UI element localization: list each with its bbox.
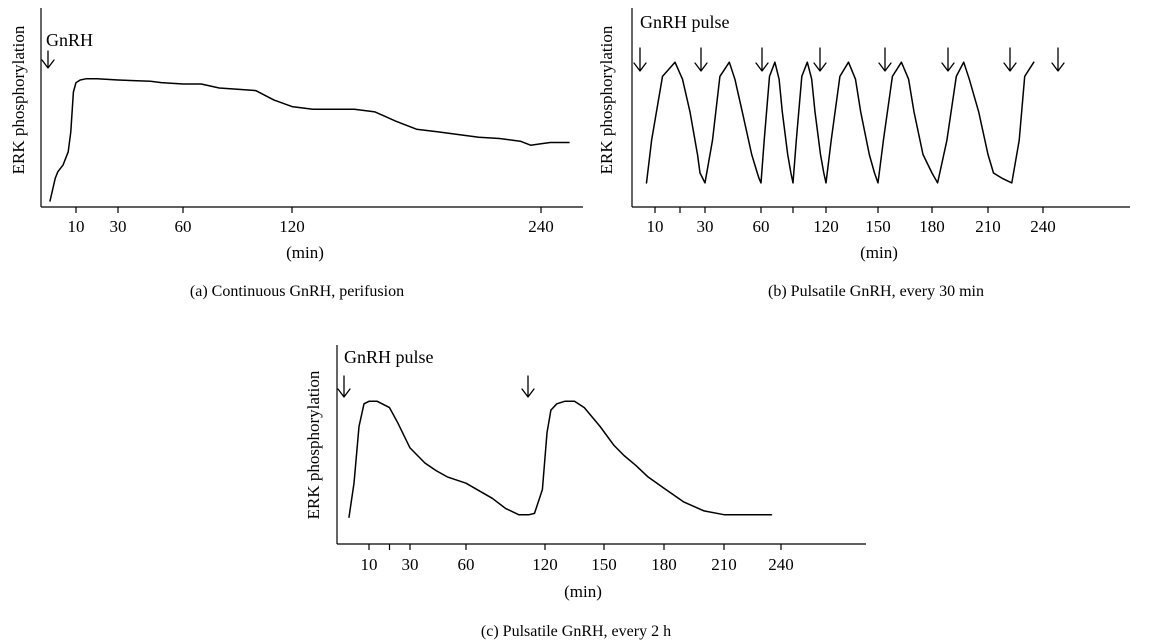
panel-a-pulse-arrow-1 [41, 50, 55, 69]
panel-c-tick-label-120: 120 [532, 555, 558, 574]
panel-a-xlabel: (min) [286, 243, 324, 262]
panel-c-ticks: 10 30 60 120 150 180 210 240 [361, 544, 794, 574]
panel-c-tick-label-150: 150 [591, 555, 617, 574]
panel-c-ylabel: ERK phosphorylation [304, 370, 323, 519]
panel-b-pulse-arrows [633, 47, 1065, 72]
panel-b-tick-label-150: 150 [865, 217, 891, 236]
panel-b: ERK phosphorylation GnRH pulse 10 30 60 120… [597, 8, 1130, 300]
panel-c-caption: (c) Pulsatile GnRH, every 2 h [481, 623, 671, 640]
panel-b-pulse-arrow-2 [694, 47, 708, 72]
panel-a-tick-label-10: 10 [68, 217, 85, 236]
panel-b-tick-label-30: 30 [697, 217, 714, 236]
panel-a-pulse-arrows [41, 50, 55, 69]
panel-a: ERK phosphorylation GnRH 10 30 60 120 240 (m… [9, 8, 583, 300]
panel-a-tick-label-240: 240 [528, 217, 554, 236]
panel-c: ERK phosphorylation GnRH pulse 10 30 60 120… [304, 345, 866, 640]
panel-b-tick-label-240: 240 [1030, 217, 1056, 236]
panel-c-pulse-arrows [337, 375, 535, 398]
panel-a-ylabel: ERK phosphorylation [9, 25, 28, 174]
panel-c-xlabel: (min) [564, 582, 602, 601]
panel-a-caption: (a) Continuous GnRH, perifusion [190, 283, 404, 300]
panel-c-tick-label-240: 240 [768, 555, 794, 574]
panel-a-ticks: 10 30 60 120 240 [68, 207, 554, 236]
panel-a-tick-label-30: 30 [110, 217, 127, 236]
panel-b-pulse-arrow-3 [755, 47, 769, 72]
panel-b-pulse-arrow-6 [941, 47, 955, 72]
panel-b-pulse-arrow-8 [1051, 47, 1065, 72]
panel-c-pulse-arrow-2 [521, 375, 535, 398]
panel-c-tick-label-30: 30 [402, 555, 419, 574]
panel-a-annotation: GnRH [46, 30, 93, 50]
panel-b-pulse-arrow-4 [813, 47, 827, 72]
panel-b-tick-label-120: 120 [813, 217, 839, 236]
panel-b-tick-label-10: 10 [647, 217, 664, 236]
panel-c-tick-label-180: 180 [651, 555, 677, 574]
panel-a-series-line [49, 77, 570, 202]
panel-b-ylabel: ERK phosphorylation [597, 25, 616, 174]
panel-c-tick-label-210: 210 [711, 555, 737, 574]
panel-b-series-line [645, 61, 1035, 184]
panel-b-pulse-arrow-5 [878, 47, 892, 72]
panel-b-caption: (b) Pulsatile GnRH, every 30 min [768, 283, 984, 300]
panel-b-pulse-arrow-1 [633, 47, 647, 72]
panel-c-annotation: GnRH pulse [344, 347, 434, 367]
panel-c-tick-label-60: 60 [458, 555, 475, 574]
panel-a-tick-label-120: 120 [279, 217, 305, 236]
panel-c-pulse-arrow-1 [337, 375, 351, 398]
panel-b-tick-label-180: 180 [919, 217, 945, 236]
panel-a-tick-label-60: 60 [175, 217, 192, 236]
panel-b-tick-label-60: 60 [753, 217, 770, 236]
panel-b-pulse-arrow-7 [1003, 47, 1017, 72]
panel-b-annotation: GnRH pulse [640, 12, 730, 32]
panel-c-series-line [348, 400, 773, 518]
panel-b-ticks: 10 30 60 120 150 180 210 240 [647, 207, 1056, 236]
panel-b-tick-label-210: 210 [975, 217, 1001, 236]
panel-b-xlabel: (min) [860, 243, 898, 262]
panel-c-tick-label-10: 10 [361, 555, 378, 574]
